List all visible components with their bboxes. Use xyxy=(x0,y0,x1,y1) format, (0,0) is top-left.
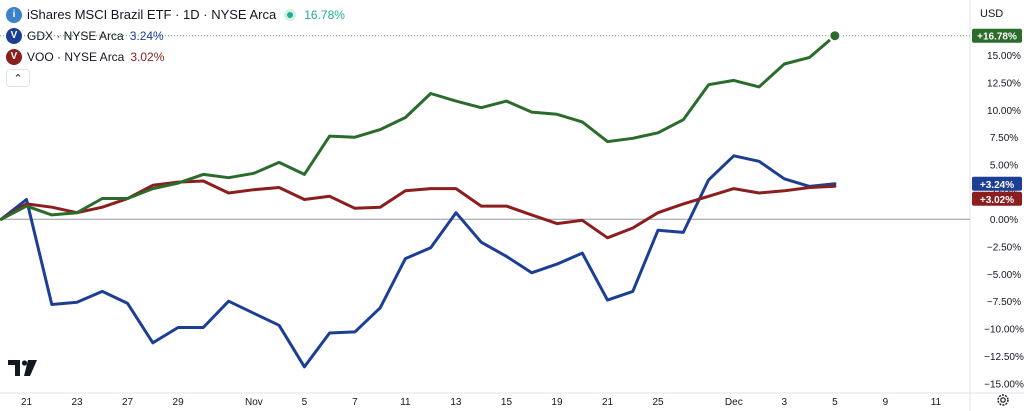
y-tick-label: −15.00% xyxy=(984,379,1024,390)
series-end-marker xyxy=(828,29,842,43)
x-tick-label: 13 xyxy=(450,397,462,408)
series-line-voo xyxy=(0,179,837,240)
y-tick-label: −2.50% xyxy=(987,243,1021,254)
y-tick-label: −7.50% xyxy=(987,297,1021,308)
y-tick-label: 15.00% xyxy=(987,51,1021,62)
x-tick-label: 21 xyxy=(21,397,33,408)
x-tick-label: 9 xyxy=(883,397,889,408)
chevron-up-icon: ⌃ xyxy=(13,72,23,85)
x-tick-label: 25 xyxy=(652,397,664,408)
legend-compare-voo[interactable]: V VOO · NYSE Arca 3.02% xyxy=(6,46,345,67)
main-symbol-change: 16.78% xyxy=(304,7,345,22)
x-tick-label: 21 xyxy=(602,397,614,408)
last-value-badge-label: +16.78% xyxy=(977,32,1017,43)
x-tick-label: 7 xyxy=(352,397,358,408)
legend-main-symbol[interactable]: i iShares MSCI Brazil ETF · 1D · NYSE Ar… xyxy=(6,4,345,25)
currency-selector[interactable]: USD xyxy=(972,4,1018,24)
x-tick-label: 15 xyxy=(501,397,513,408)
market-status-icon xyxy=(284,8,297,21)
x-tick-label: 27 xyxy=(122,397,134,408)
chart-legend: i iShares MSCI Brazil ETF · 1D · NYSE Ar… xyxy=(6,4,345,67)
main-symbol-title: iShares MSCI Brazil ETF · 1D · NYSE Arca xyxy=(27,7,277,22)
x-tick-label: 11 xyxy=(400,397,411,408)
x-tick-label: 11 xyxy=(931,397,942,408)
last-value-badge-label: +3.24% xyxy=(980,180,1014,191)
y-tick-label: −10.00% xyxy=(984,325,1024,336)
series-line-ishares-msci-brazil-etf xyxy=(0,34,837,221)
x-tick-label: 5 xyxy=(302,397,308,408)
vanguard-logo-icon: V xyxy=(6,48,22,65)
currency-label: USD xyxy=(980,8,1004,20)
y-tick-label: 5.00% xyxy=(990,161,1018,172)
x-tick-label: 3 xyxy=(782,397,788,408)
y-tick-label: −5.00% xyxy=(987,270,1021,281)
series-line-gdx xyxy=(0,154,837,369)
compare-symbol-change: 3.24% xyxy=(129,28,164,43)
compare-symbol-name: GDX · NYSE Arca xyxy=(27,28,124,43)
legend-compare-gdx[interactable]: V GDX · NYSE Arca 3.24% xyxy=(6,25,345,46)
x-tick-label: 23 xyxy=(71,397,83,408)
vaneck-logo-icon: V xyxy=(6,27,22,44)
gear-icon[interactable] xyxy=(996,393,1010,407)
x-tick-label: Nov xyxy=(245,397,263,408)
y-tick-label: −12.50% xyxy=(984,352,1024,363)
last-value-badge xyxy=(972,176,1022,191)
last-value-badge-label: +3.02% xyxy=(980,195,1014,206)
x-tick-label: 5 xyxy=(832,397,838,408)
compare-symbol-change: 3.02% xyxy=(130,49,165,64)
compare-symbol-name: VOO · NYSE Arca xyxy=(27,49,125,64)
collapse-legend-button[interactable]: ⌃ xyxy=(6,69,30,87)
x-tick-label: 29 xyxy=(173,397,185,408)
last-value-badge xyxy=(972,191,1022,206)
y-tick-label: 7.50% xyxy=(990,133,1018,144)
y-tick-label: 10.00% xyxy=(987,106,1021,117)
y-tick-label: 12.50% xyxy=(987,79,1021,90)
tradingview-logo-icon xyxy=(8,360,37,376)
last-value-badge xyxy=(972,28,1022,43)
x-tick-label: Dec xyxy=(725,397,743,408)
y-tick-label: 0.00% xyxy=(990,215,1018,226)
x-tick-label: 19 xyxy=(551,397,563,408)
ishares-logo-icon: i xyxy=(6,6,22,23)
